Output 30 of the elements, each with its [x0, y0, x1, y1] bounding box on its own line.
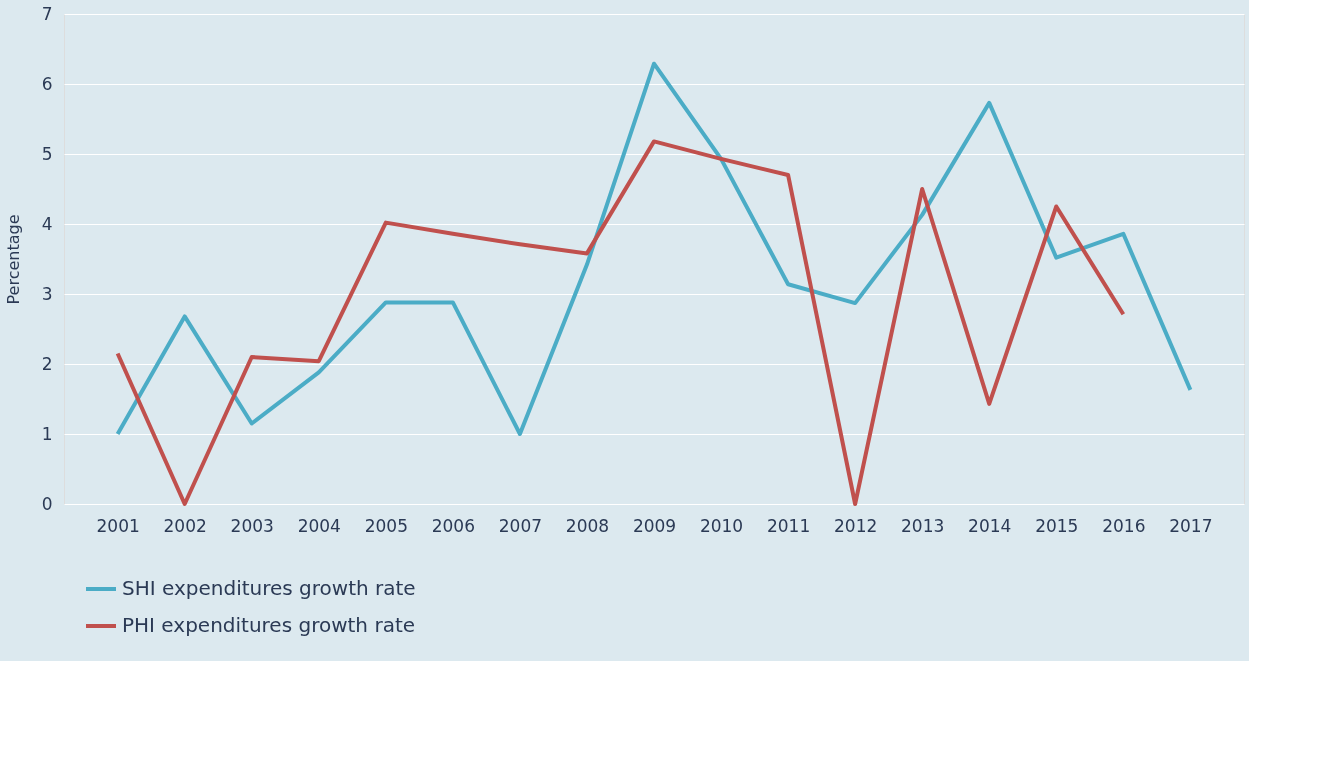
x-tick-label: 2011: [766, 515, 811, 536]
x-tick-label: 2008: [565, 515, 610, 536]
x-tick-label: 2001: [96, 515, 140, 536]
y-tick-label: 7: [41, 3, 53, 24]
x-tick-label: 2005: [364, 515, 408, 536]
x-tick-label: 2016: [1102, 515, 1146, 536]
y-tick-label: 4: [41, 213, 53, 234]
line-series: [115, 139, 1126, 506]
x-tick-label: 2017: [1169, 515, 1213, 536]
y-tick-label: 5: [41, 143, 53, 164]
x-tick-label: 2004: [297, 515, 341, 536]
x-tick-label: 2003: [230, 515, 274, 536]
legend-label: PHI expenditures growth rate: [122, 613, 416, 637]
y-tick-label: 2: [41, 353, 53, 374]
y-tick-label: 0: [41, 493, 53, 514]
y-tick-label: 3: [41, 283, 53, 304]
x-tick-label: 2013: [901, 515, 945, 536]
x-tick-label: 2006: [431, 515, 475, 536]
x-tick-label: 2012: [834, 515, 878, 536]
x-tick-label: 2014: [968, 515, 1012, 536]
line-series: [115, 61, 1193, 436]
x-tick-label: 2015: [1035, 515, 1079, 536]
legend-label: SHI expenditures growth rate: [122, 576, 416, 600]
x-tick-label: 2002: [163, 515, 207, 536]
y-tick-label: 1: [41, 423, 53, 444]
y-axis-title: Percentage: [3, 214, 23, 305]
x-tick-label: 2009: [632, 515, 677, 536]
x-tick-label: 2010: [699, 515, 744, 536]
y-tick-label: 6: [41, 73, 53, 94]
x-tick-label: 2007: [498, 515, 543, 536]
